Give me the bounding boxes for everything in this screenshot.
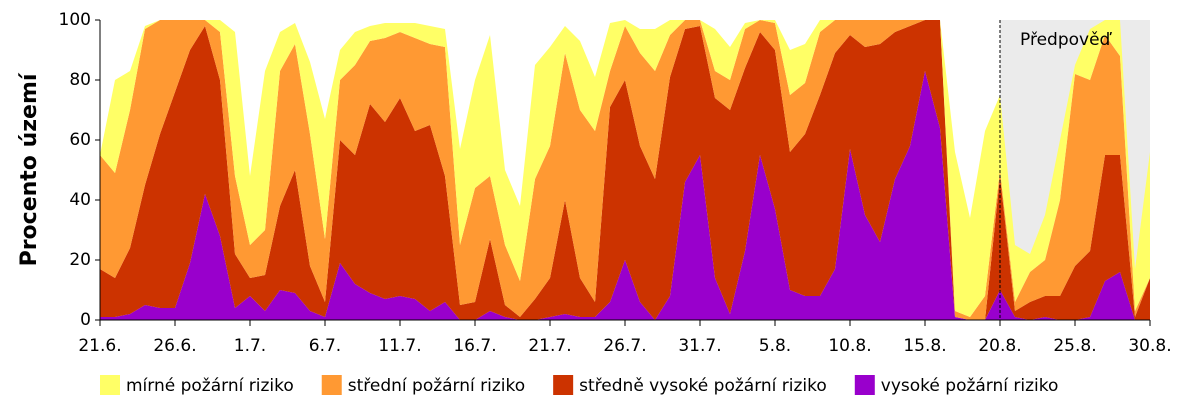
- x-tick-label: 11.7.: [378, 336, 421, 356]
- legend-label: vysoké požární riziko: [881, 376, 1059, 396]
- x-tick-label: 26.6.: [153, 336, 196, 356]
- forecast-label: Předpověď: [1020, 30, 1113, 50]
- x-tick-label: 16.7.: [453, 336, 496, 356]
- area: [100, 71, 1150, 320]
- y-tick-label: 40: [69, 190, 91, 210]
- x-tick-label: 31.7.: [678, 336, 721, 356]
- x-tick-label: 21.7.: [528, 336, 571, 356]
- y-tick-label: 0: [80, 310, 91, 330]
- y-axis-label: Procento území: [17, 72, 42, 266]
- y-tick-label: 100: [59, 10, 91, 30]
- y-tick-label: 80: [69, 70, 91, 90]
- x-tick-label: 25.8.: [1053, 336, 1096, 356]
- x-tick-label: 26.7.: [603, 336, 646, 356]
- legend-label: středně vysoké požární riziko: [579, 376, 827, 396]
- area: [100, 20, 1150, 320]
- y-tick-label: 60: [69, 130, 91, 150]
- x-tick-label: 21.6.: [78, 336, 121, 356]
- x-tick-label: 15.8.: [903, 336, 946, 356]
- x-tick-label: 1.7.: [234, 336, 266, 356]
- legend-swatch: [854, 375, 875, 395]
- legend-swatch: [100, 375, 120, 395]
- y-tick-label: 20: [69, 250, 91, 270]
- x-tick-label: 20.8.: [978, 336, 1021, 356]
- x-tick-label: 30.8.: [1128, 336, 1171, 356]
- legend-swatch: [321, 375, 342, 395]
- x-tick-label: 6.7.: [309, 336, 341, 356]
- x-tick-label: 5.8.: [759, 336, 791, 356]
- area: [100, 20, 1150, 320]
- x-tick-label: 10.8.: [828, 336, 871, 356]
- legend-label: střední požární riziko: [348, 376, 525, 396]
- legend-label: mírné požární riziko: [126, 376, 294, 396]
- legend-swatch: [553, 375, 574, 395]
